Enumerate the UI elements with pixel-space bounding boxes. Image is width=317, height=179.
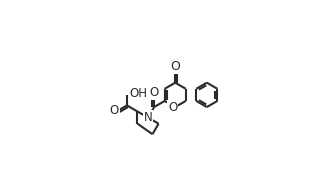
- Text: OH: OH: [130, 87, 148, 100]
- Text: O: O: [170, 60, 180, 73]
- Text: O: O: [110, 104, 119, 117]
- Text: N: N: [144, 111, 152, 124]
- Text: O: O: [168, 101, 177, 113]
- Text: O: O: [150, 86, 159, 99]
